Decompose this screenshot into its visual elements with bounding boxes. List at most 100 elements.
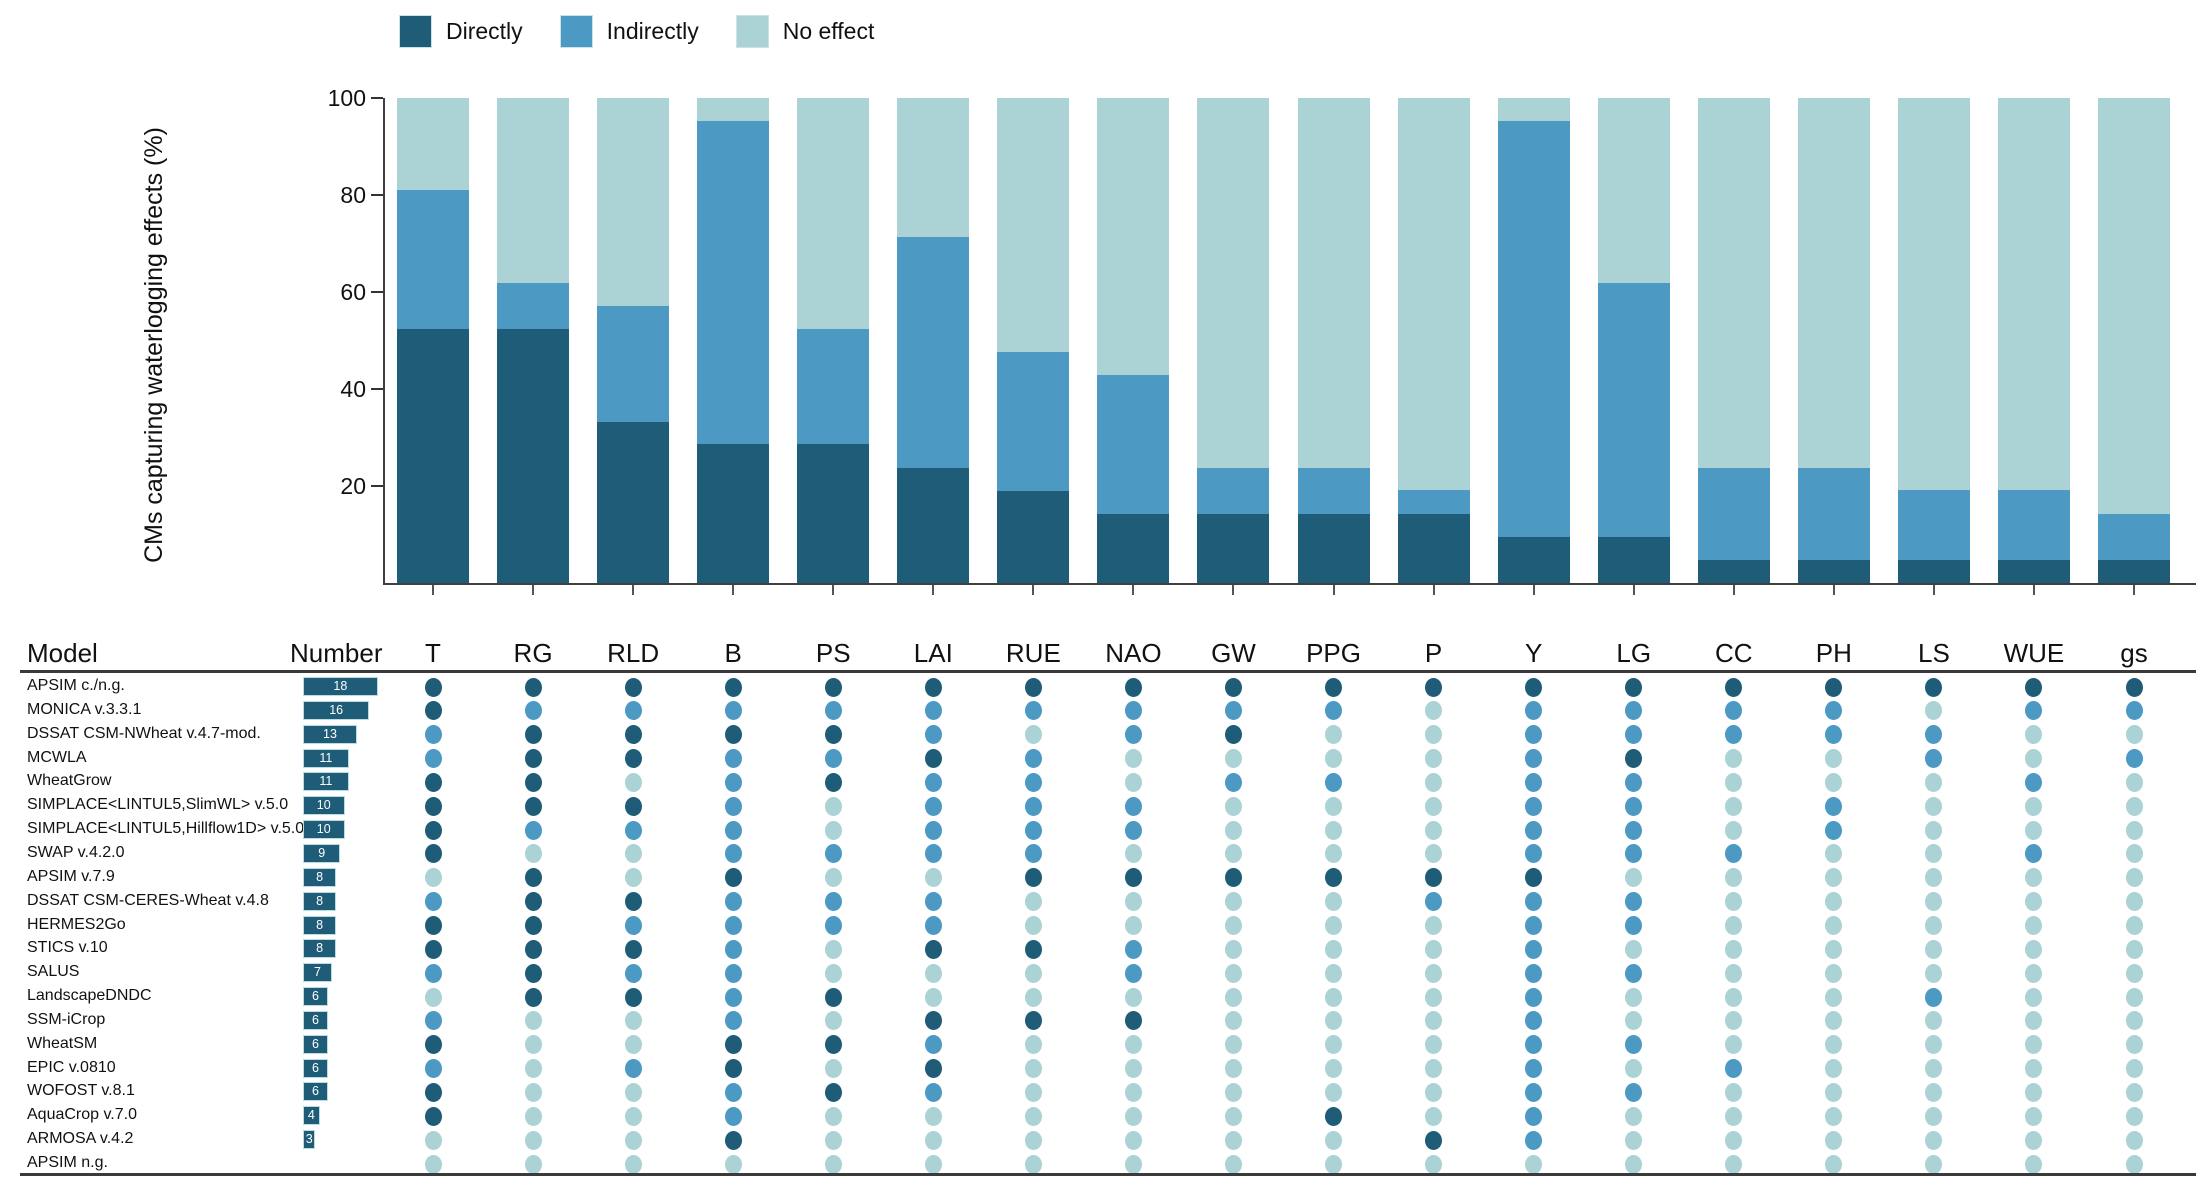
effect-dot-gs — [2125, 725, 2143, 745]
effect-dot-CC — [1725, 820, 1743, 840]
bar-segment-LS-no-effect — [1897, 98, 1970, 491]
x-tick-mark — [1232, 585, 1235, 595]
effect-dot-PPG — [1325, 963, 1343, 983]
effect-dot-GW — [1224, 725, 1242, 745]
effect-dot-RG — [524, 844, 542, 864]
effect-dot-LS — [1925, 772, 1943, 792]
effect-dot-LS — [1925, 1059, 1943, 1079]
effect-dot-B — [724, 725, 742, 745]
number-badge: 13 — [303, 724, 357, 744]
effect-dot-CC — [1725, 725, 1743, 745]
effect-dot-LG — [1625, 701, 1643, 721]
bar-segment-B-indirectly — [697, 121, 770, 445]
effect-dot-Y — [1525, 1035, 1543, 1055]
effect-dot-Y — [1525, 820, 1543, 840]
bar-segment-Y-indirectly — [1497, 121, 1570, 537]
effect-dot-WUE — [2025, 892, 2043, 912]
effect-dot-LS — [1925, 939, 1943, 959]
effect-dot-LG — [1625, 749, 1643, 769]
bar-B — [697, 98, 770, 583]
effect-dot-B — [724, 892, 742, 912]
y-axis-line — [383, 98, 385, 583]
effect-dot-PS — [824, 677, 842, 697]
column-header-WUE: WUE — [2003, 638, 2065, 668]
effect-dot-RUE — [1024, 725, 1042, 745]
effect-dot-NAO — [1124, 892, 1142, 912]
number-badge: 6 — [303, 1034, 328, 1054]
bar-segment-Y-no-effect — [1497, 98, 1570, 122]
effect-dot-B — [724, 868, 742, 888]
x-tick-mark — [832, 585, 835, 595]
effect-dot-CC — [1725, 1059, 1743, 1079]
effect-dot-GW — [1224, 1130, 1242, 1150]
effect-dot-LAI — [924, 892, 942, 912]
effect-dot-PH — [1825, 725, 1843, 745]
effect-dot-PH — [1825, 1106, 1843, 1126]
effect-dot-PH — [1825, 1035, 1843, 1055]
y-tick-mark — [371, 388, 383, 390]
column-header-LAI: LAI — [913, 638, 953, 668]
effect-dot-B — [724, 749, 742, 769]
effect-dot-GW — [1224, 772, 1242, 792]
bar-segment-GW-directly — [1197, 513, 1270, 583]
bar-segment-PPG-no-effect — [1297, 98, 1370, 468]
effect-dot-RUE — [1024, 772, 1042, 792]
bar-segment-gs-directly — [2098, 559, 2171, 583]
effect-dot-B — [724, 820, 742, 840]
bar-segment-NAO-no-effect — [1097, 98, 1170, 375]
effect-dot-PS — [824, 916, 842, 935]
effect-dot-RLD — [624, 1154, 642, 1174]
y-tick-label: 60 — [340, 279, 366, 305]
effect-dot-LAI — [924, 987, 942, 1007]
effect-dot-RG — [524, 868, 542, 888]
effect-dot-WUE — [2025, 916, 2043, 935]
x-tick-mark — [1732, 585, 1735, 595]
effect-dot-RUE — [1024, 963, 1042, 983]
number-badge: 6 — [303, 1010, 328, 1030]
effect-dot-PPG — [1325, 1082, 1343, 1102]
effect-dot-T — [424, 1154, 442, 1174]
effect-dot-PS — [824, 892, 842, 912]
effect-dot-WUE — [2025, 796, 2043, 816]
effect-dot-WUE — [2025, 1106, 2043, 1126]
effect-dot-NAO — [1124, 1059, 1142, 1079]
effect-dot-RUE — [1024, 701, 1042, 721]
legend-item-directly: Directly — [400, 16, 523, 47]
effect-dot-RUE — [1024, 868, 1042, 888]
effect-dot-RLD — [624, 963, 642, 983]
effect-dot-LAI — [924, 796, 942, 816]
model-name-label: SALUS — [27, 963, 80, 981]
effect-dot-PS — [824, 987, 842, 1007]
effect-dot-WUE — [2025, 1154, 2043, 1174]
indirectly-swatch-icon — [560, 16, 592, 47]
bar-segment-LG-no-effect — [1597, 98, 1670, 283]
legend-label: Indirectly — [606, 18, 699, 44]
y-tick-label: 100 — [327, 85, 366, 111]
number-badge: 9 — [303, 843, 341, 863]
effect-dot-RG — [524, 1082, 542, 1102]
effect-dot-CC — [1725, 868, 1743, 888]
effect-dot-gs — [2125, 963, 2143, 983]
x-tick-mark — [1832, 585, 1835, 595]
effect-dot-PH — [1825, 1059, 1843, 1079]
column-header-NAO: NAO — [1105, 638, 1162, 668]
directly-swatch-icon — [400, 16, 431, 47]
effect-dot-PPG — [1325, 844, 1343, 864]
effect-dot-LG — [1625, 1082, 1643, 1102]
effect-dot-P — [1425, 1011, 1443, 1031]
effect-dot-LS — [1925, 1154, 1943, 1174]
effect-dot-RLD — [624, 1011, 642, 1031]
column-header-PPG: PPG — [1306, 638, 1361, 668]
bar-segment-PS-indirectly — [797, 328, 870, 445]
effect-dot-CC — [1725, 701, 1743, 721]
effect-dot-PH — [1825, 749, 1843, 769]
effect-dot-P — [1425, 1154, 1443, 1174]
number-badge: 6 — [303, 1082, 328, 1102]
model-name-label: HERMES2Go — [27, 915, 126, 933]
effect-dot-PH — [1825, 844, 1843, 864]
effect-dot-RLD — [624, 772, 642, 792]
effect-dot-PS — [824, 1059, 842, 1079]
effect-dot-P — [1425, 916, 1443, 935]
effect-dot-PPG — [1325, 796, 1343, 816]
effect-dot-WUE — [2025, 1011, 2043, 1031]
